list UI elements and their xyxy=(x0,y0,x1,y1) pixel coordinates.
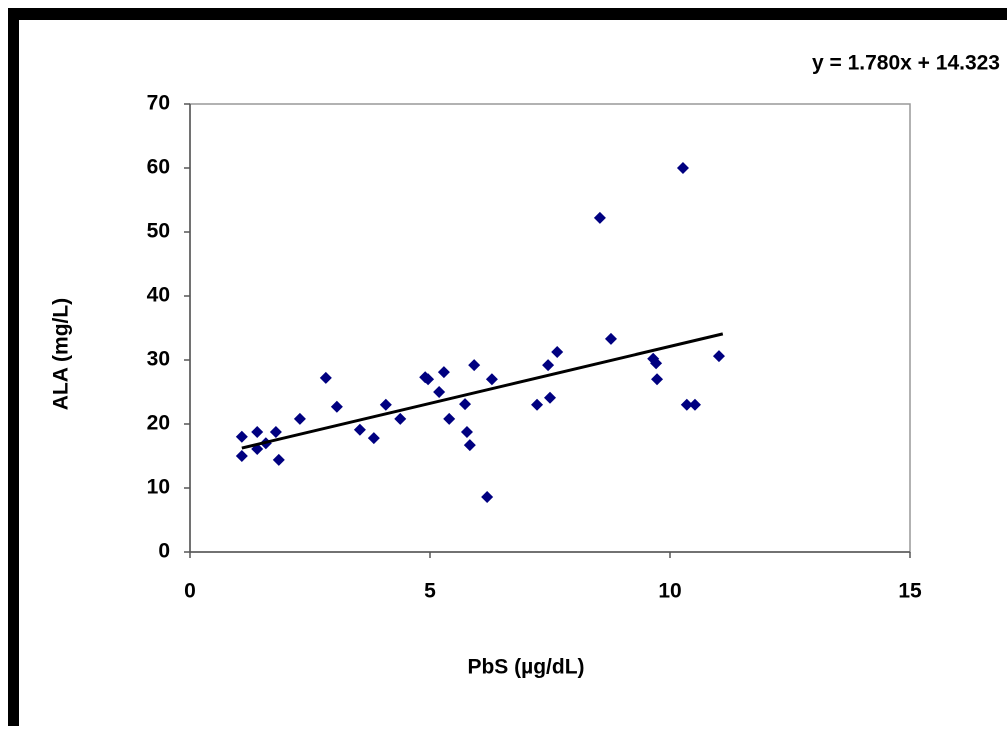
point xyxy=(330,400,343,413)
point xyxy=(433,386,446,398)
point xyxy=(542,359,555,372)
point xyxy=(468,359,481,372)
point xyxy=(353,423,366,436)
y-tick-label: 70 xyxy=(147,92,170,115)
point xyxy=(544,391,556,404)
y-tick-label: 40 xyxy=(147,284,170,307)
point xyxy=(293,412,306,425)
y-tick-label: 60 xyxy=(147,156,170,179)
point xyxy=(551,346,564,358)
point xyxy=(251,426,264,438)
y-axis-label: ALA (mg/L) xyxy=(50,298,73,410)
y-tick-label: 50 xyxy=(147,220,170,243)
frame-top xyxy=(8,8,1007,20)
point xyxy=(712,350,725,363)
point xyxy=(379,398,392,411)
y-tick-label: 0 xyxy=(158,540,170,563)
point xyxy=(437,366,450,379)
x-axis-label: PbS (µg/dL) xyxy=(467,656,584,679)
point xyxy=(235,430,248,443)
x-tick-label: 0 xyxy=(184,580,196,603)
point xyxy=(272,453,285,466)
point xyxy=(443,412,456,425)
point xyxy=(422,373,435,386)
point xyxy=(367,432,380,445)
point xyxy=(460,426,473,438)
y-tick-label: 30 xyxy=(147,348,170,371)
point xyxy=(459,398,472,411)
point xyxy=(651,373,664,386)
point xyxy=(394,412,407,425)
point xyxy=(680,398,693,411)
point xyxy=(604,332,617,345)
point xyxy=(676,162,689,174)
point xyxy=(235,450,248,462)
y-tick-label: 10 xyxy=(147,476,170,499)
y-tick-label: 20 xyxy=(147,412,170,435)
x-tick-label: 10 xyxy=(658,580,681,603)
frame-left xyxy=(8,8,19,726)
point xyxy=(688,398,701,411)
point xyxy=(251,442,264,455)
trendline-equation: y = 1.780x + 14.323 xyxy=(812,52,1000,75)
point xyxy=(463,439,476,452)
point xyxy=(319,371,332,384)
point xyxy=(531,398,544,411)
point xyxy=(485,373,498,386)
point xyxy=(593,211,606,224)
x-tick-label: 15 xyxy=(898,580,922,603)
point xyxy=(481,490,494,503)
trendline xyxy=(241,332,724,450)
x-tick-label: 5 xyxy=(424,580,436,603)
point xyxy=(650,357,663,370)
point xyxy=(269,426,282,438)
